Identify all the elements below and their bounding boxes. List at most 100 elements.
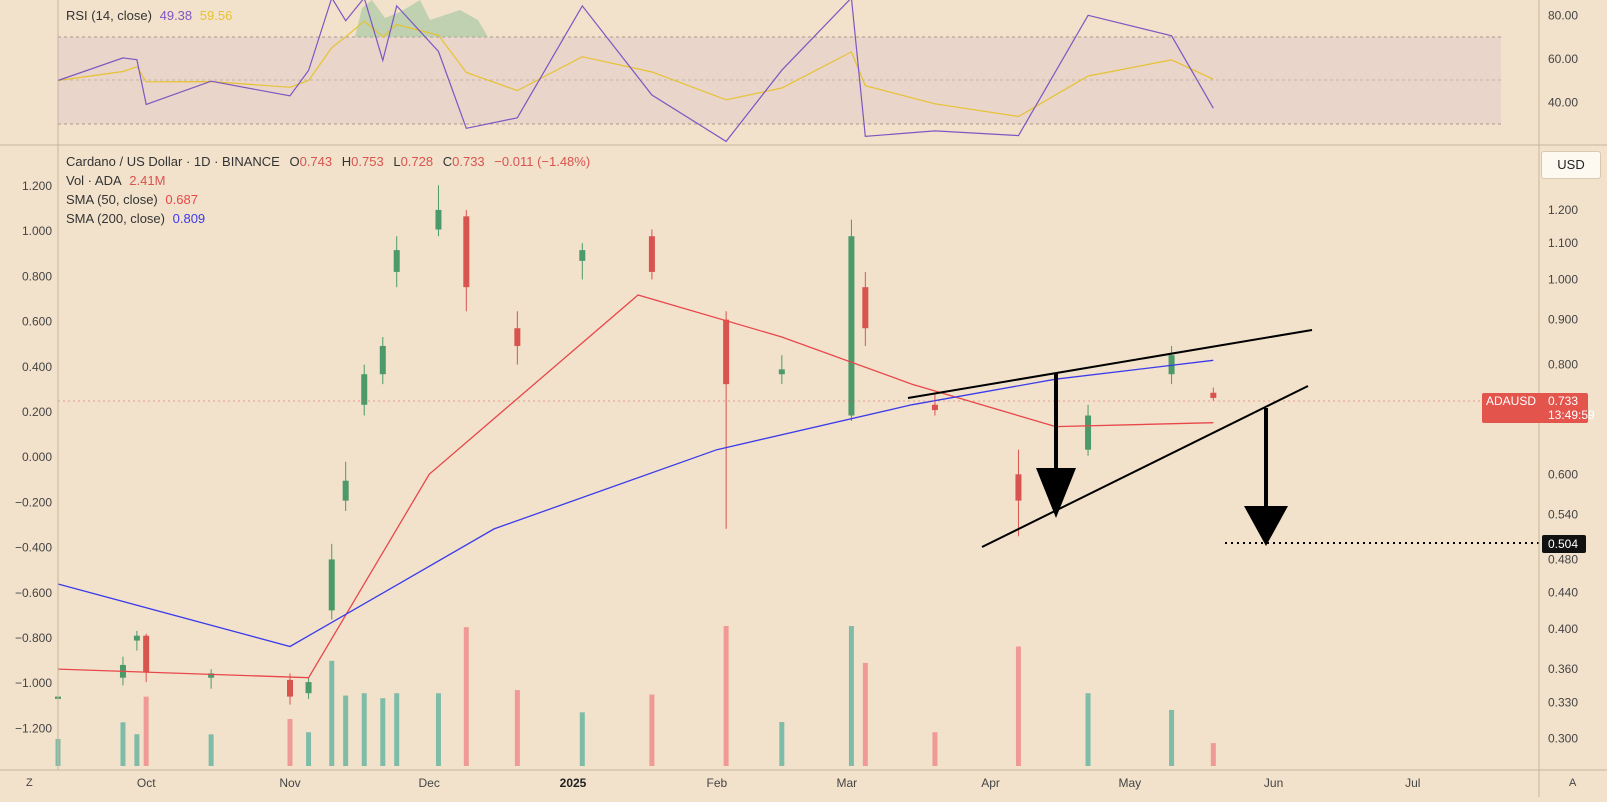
volume-bar: [380, 698, 386, 766]
left-tick-label: 0.000: [22, 450, 52, 464]
time-tick-label: Feb: [707, 776, 728, 790]
candle-body: [862, 287, 869, 329]
right-axis: 1.200 1.100 1.000 0.900 0.800 0.600 0.540 0.480…: [1548, 203, 1578, 746]
time-axis[interactable]: Oct Nov Dec 2025 Feb Mar Apr May Jun Jul: [137, 776, 1421, 790]
candle-body: [393, 250, 400, 272]
volume-bar: [463, 627, 469, 766]
right-tick-label: 0.360: [1548, 662, 1578, 676]
volume-bar: [287, 719, 293, 766]
right-tick-label: 0.540: [1548, 508, 1578, 522]
sma200-line: [57, 359, 1214, 648]
time-tick-label: Dec: [419, 776, 440, 790]
rsi-overbought-fill: [355, 0, 488, 37]
volume-bar: [1015, 646, 1021, 766]
volume-bar: [649, 694, 655, 766]
left-tick-label: 1.200: [22, 179, 52, 193]
right-tick-label: 0.400: [1548, 622, 1578, 636]
rsi-legend-value: 49.38: [159, 8, 193, 23]
volume-bar: [361, 693, 367, 766]
open-value: 0.743: [299, 154, 333, 169]
time-tick-label: Mar: [836, 776, 857, 790]
candle-body: [379, 345, 386, 375]
right-tick-label: 0.600: [1548, 467, 1578, 481]
candle-body: [328, 559, 335, 611]
right-tick-label: 0.800: [1548, 358, 1578, 372]
volume-bar: [1210, 743, 1216, 766]
target-tag-box: [1542, 535, 1586, 553]
left-tick-label: 0.200: [22, 405, 52, 419]
volume-bar: [343, 695, 349, 766]
candle-body: [435, 209, 442, 230]
candle-body: [1210, 392, 1217, 398]
rsi-ma-line: [57, 20, 1214, 118]
candle-body: [931, 404, 938, 411]
candle-body: [305, 682, 312, 694]
currency-button[interactable]: USD: [1541, 151, 1601, 179]
sma50-legend[interactable]: SMA (50, close) 0.687: [66, 192, 202, 207]
low-value: 0.728: [400, 154, 434, 169]
right-tick-label: 1.000: [1548, 273, 1578, 287]
candle-body: [1085, 415, 1092, 450]
volume-bar: [1169, 709, 1175, 766]
sma200-legend-label: SMA (200, close): [66, 211, 165, 226]
target-tag-label: 0.504: [1548, 537, 1578, 551]
price-tag-price: 0.733: [1548, 394, 1578, 408]
candle-body: [778, 369, 785, 375]
low-label: L: [393, 154, 401, 169]
left-tick-label: −0.600: [15, 586, 52, 600]
candle-body: [1015, 474, 1022, 501]
volume-bar: [306, 732, 312, 766]
auto-scale-button[interactable]: A: [1569, 777, 1577, 789]
right-tick-label: 0.330: [1548, 695, 1578, 709]
volume-bar: [723, 626, 729, 766]
price-tag-symbol: ADAUSD: [1486, 394, 1536, 408]
time-tick-label: Nov: [279, 776, 300, 790]
volume-bar: [208, 734, 214, 766]
left-tick-label: 0.800: [22, 269, 52, 283]
volume-bar: [143, 696, 149, 766]
candle-body: [286, 679, 293, 697]
right-tick-label: 1.100: [1548, 236, 1578, 250]
sma200-legend[interactable]: SMA (200, close) 0.809: [66, 211, 209, 226]
symbol-legend[interactable]: Cardano / US Dollar · 1D · BINANCE O0.74…: [66, 154, 594, 169]
sma-layer: [57, 294, 1214, 679]
volume-bar: [779, 722, 785, 766]
candle-body: [723, 319, 730, 385]
candle-body: [648, 236, 655, 272]
measured-move-arrow-left-head: [1036, 468, 1076, 518]
time-tick-label: May: [1118, 776, 1141, 790]
volume-bar: [848, 626, 854, 766]
left-tick-label: −1.000: [15, 676, 52, 690]
volume-bar: [394, 693, 400, 766]
volume-bar: [329, 660, 335, 766]
right-tick-label: 0.900: [1548, 313, 1578, 327]
left-tick-label: −0.200: [15, 495, 52, 509]
sma50-legend-value: 0.687: [165, 192, 198, 207]
close-label: C: [442, 154, 453, 169]
candle-body: [133, 635, 140, 641]
target-arrow-head: [1244, 506, 1288, 546]
rsi-legend-label: RSI (14, close): [66, 8, 152, 23]
candle-body: [463, 216, 470, 288]
right-tick-label: 0.440: [1548, 586, 1578, 600]
right-tick-label: 1.200: [1548, 203, 1578, 217]
candles-layer: [55, 185, 1217, 707]
price-tag-box: [1482, 393, 1588, 423]
candle-body: [579, 250, 586, 261]
rsi-tick-label: 40.00: [1548, 95, 1578, 109]
rsi-legend[interactable]: RSI (14, close) 49.38 59.56: [66, 8, 236, 23]
volume-legend[interactable]: Vol · ADA 2.41M: [66, 173, 169, 188]
sma50-line: [57, 294, 1214, 679]
time-tick-label: Jun: [1264, 776, 1283, 790]
price-tag-countdown: 13:49:59: [1548, 408, 1595, 422]
wedge-lower-trendline: [981, 385, 1309, 548]
volume-legend-value: 2.41M: [129, 173, 166, 188]
left-tick-label: 0.400: [22, 360, 52, 374]
volume-bar: [579, 712, 585, 766]
change-value: −0.011 (−1.48%): [494, 154, 591, 169]
right-tick-label: 0.480: [1548, 552, 1578, 566]
volume-bar: [514, 690, 520, 766]
rsi-line: [57, 0, 1214, 143]
corner-left-button[interactable]: Z: [26, 777, 33, 789]
